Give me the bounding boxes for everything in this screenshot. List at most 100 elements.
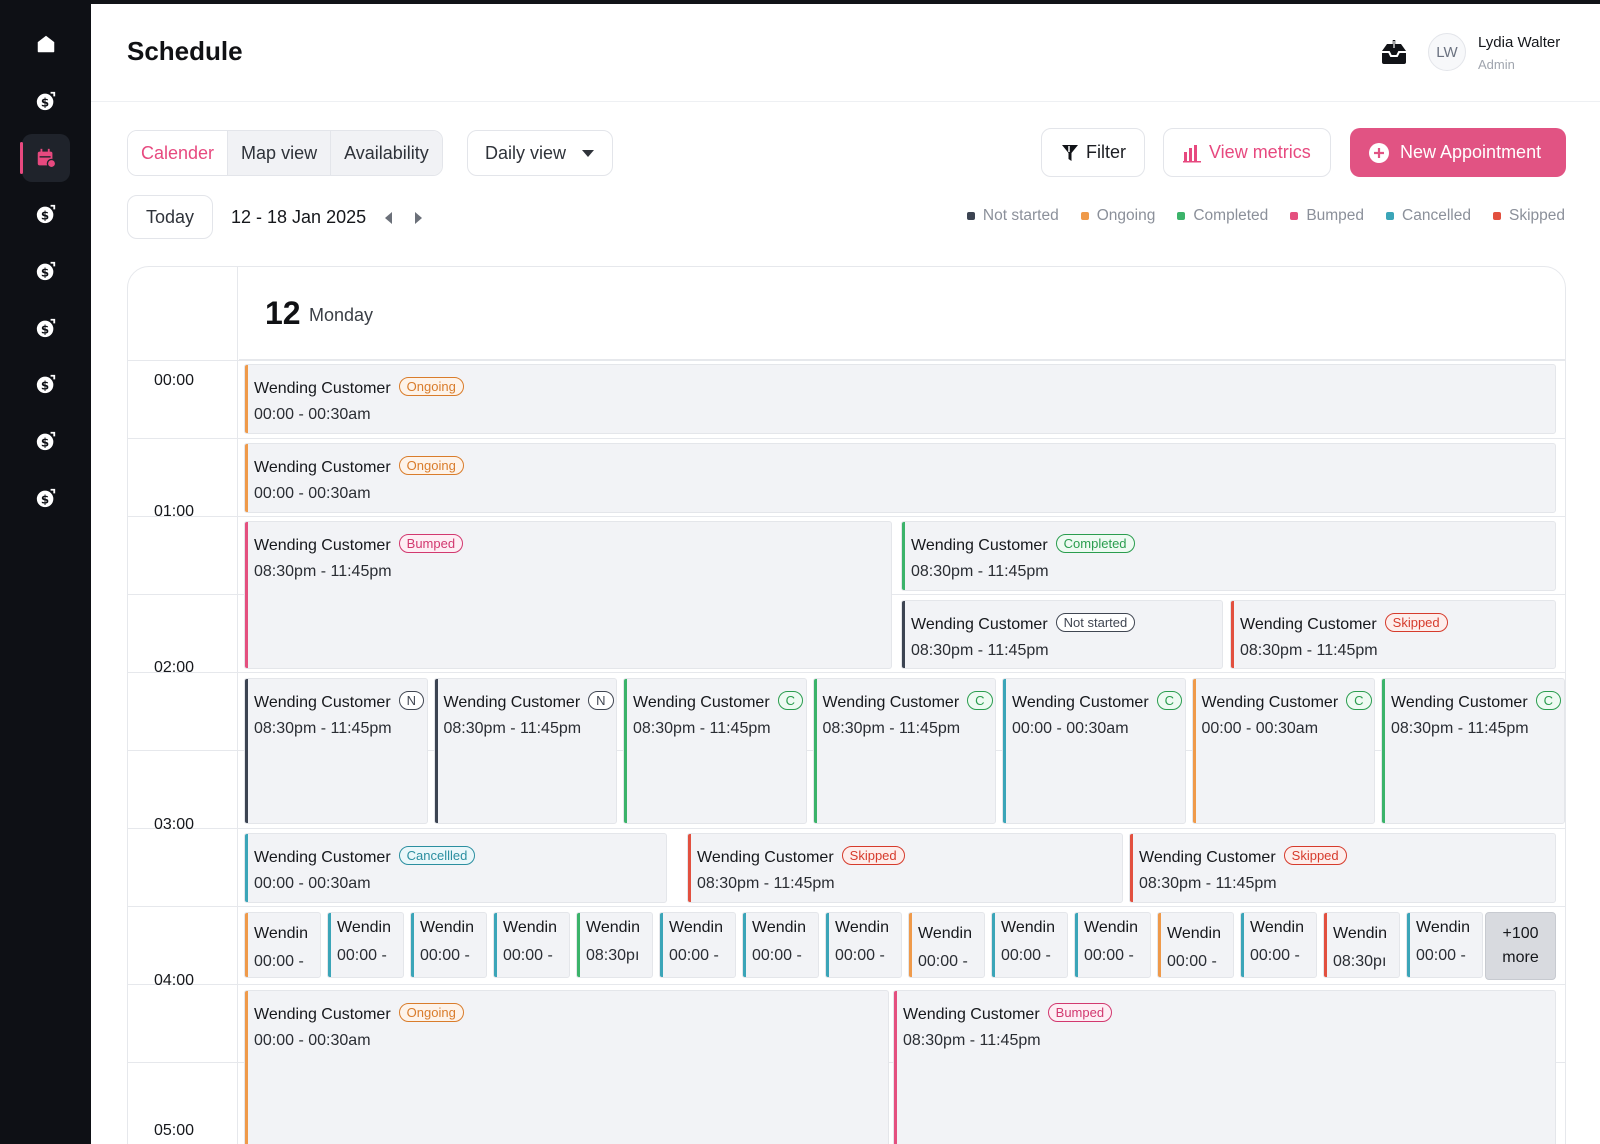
appointment-title: Wendin (918, 925, 980, 943)
appointment-customer: Wending Customer (697, 849, 834, 866)
appointment-customer: Wendin (1250, 919, 1304, 936)
appointment-card[interactable]: Wending Customer Bumped 08:30pm - 11:45pm (244, 521, 892, 669)
appointment-card[interactable]: Wending Customer Skipped 08:30pm - 11:45pm (1230, 600, 1556, 669)
appointment-card[interactable]: Wendin 00:00 - (825, 912, 902, 978)
appointment-title: Wendin (1001, 919, 1063, 937)
chevron-right-icon[interactable] (410, 210, 426, 226)
status-bar (902, 601, 905, 668)
appointment-time: 00:00 - (752, 947, 802, 964)
time-label: 00:00 (154, 372, 195, 389)
appointment-title: Wending Customer Ongoing (254, 377, 464, 398)
appointment-card[interactable]: Wending Customer C 00:00 - 00:30am (1002, 678, 1186, 824)
filter-button[interactable]: Filter (1041, 128, 1145, 177)
legend-dot-icon (1386, 212, 1395, 220)
status-badge: Skipped (1283, 846, 1347, 865)
status-legend: Not started Ongoing Completed Bumped Cancell… (966, 207, 1565, 225)
sidebar-item-billing-3[interactable]: $ (22, 247, 70, 295)
appointment-card[interactable]: Wending Customer C 08:30pm - 11:45pm (812, 678, 996, 824)
appointment-customer: Wending Customer (633, 694, 770, 711)
status-bar (1003, 679, 1006, 823)
time-label: 01:00 (154, 503, 195, 520)
inbox-icon[interactable] (1379, 38, 1409, 68)
status-badge: C (1346, 691, 1372, 710)
appointment-card[interactable]: Wending Customer Completed 08:30pm - 11:45… (901, 521, 1556, 591)
sidebar-item-schedule[interactable] (20, 134, 70, 182)
appointment-title: Wending Customer Skipped (697, 846, 905, 867)
appointment-time: 08:30pm - 11:45pm (903, 1032, 1041, 1049)
more-label: more (1502, 949, 1539, 966)
appointment-card[interactable]: Wendin 00:00 - (742, 912, 819, 978)
appointment-time: 00:00 - 00:30am (254, 406, 371, 423)
appointment-card[interactable]: Wending Customer C 00:00 - 00:30am (1191, 678, 1375, 824)
daily-view-dropdown[interactable]: Daily view (467, 130, 613, 176)
status-badge: Skipped (1384, 613, 1448, 632)
legend-item: Bumped (1290, 207, 1364, 225)
tab-calendar[interactable]: Calender (128, 131, 228, 175)
view-metrics-button[interactable]: View metrics (1163, 128, 1331, 177)
sidebar-item-billing-2[interactable]: $ (22, 190, 70, 238)
appointment-card[interactable]: Wendin 00:00 - (244, 912, 321, 978)
sidebar-item-billing-6[interactable]: $ (22, 417, 70, 465)
appointment-card[interactable]: Wending Customer Ongoing 00:00 - 00:30am (244, 364, 1556, 434)
sidebar-item-billing-1[interactable]: $ (22, 77, 70, 125)
appointment-card[interactable]: Wendin 08:30pı (576, 912, 653, 978)
tab-map-view[interactable]: Map view (227, 131, 331, 175)
user-role: Admin (1478, 57, 1515, 72)
status-bar (624, 679, 627, 823)
new-appointment-button[interactable]: New Appointment (1350, 128, 1566, 177)
sidebar-item-home[interactable] (22, 20, 70, 68)
appointment-card[interactable]: Wending Customer Bumped 08:30pm - 11:45pm (893, 990, 1556, 1144)
calendar-grid: 12 Monday 00:00 01:00 02:00 03:00 04:00 05:00… (127, 266, 1566, 1144)
appointment-time: 08:30pm - 11:45pm (1240, 642, 1378, 659)
appointment-card[interactable]: Wendin 00:00 - (410, 912, 487, 978)
status-badge: N (588, 691, 614, 710)
tab-availability[interactable]: Availability (330, 131, 442, 175)
appointment-card[interactable]: Wending Customer Not started 08:30pm - 11:… (901, 600, 1223, 669)
legend-item: Not started (966, 207, 1059, 225)
chevron-left-icon[interactable] (381, 210, 397, 226)
status-bar (245, 444, 248, 512)
appointment-card[interactable]: Wending Customer Skipped 08:30pm - 11:45pm (687, 833, 1123, 903)
time-label: 04:00 (154, 972, 195, 989)
appointment-title: Wending Customer Bumped (903, 1003, 1113, 1024)
appointment-customer: Wending Customer (254, 1006, 391, 1023)
appointment-card[interactable]: Wendin 00:00 - (1157, 912, 1234, 978)
appointment-card[interactable]: Wending Customer C 08:30pm - 11:45pm (1381, 678, 1565, 824)
status-bar (494, 913, 497, 977)
appointment-card[interactable]: Wending Customer Skipped 08:30pm - 11:45pm (1129, 833, 1556, 903)
today-button[interactable]: Today (127, 195, 213, 239)
sidebar-item-billing-4[interactable]: $ (22, 304, 70, 352)
appointment-card[interactable]: Wendin 00:00 - (1074, 912, 1151, 978)
appointment-card[interactable]: Wending Customer Cancellled 00:00 - 00:30a… (244, 833, 667, 903)
status-bar (688, 834, 691, 902)
legend-item: Skipped (1492, 207, 1565, 225)
appointment-time: 00:00 - (420, 947, 470, 964)
appointment-card[interactable]: Wendin 00:00 - (659, 912, 736, 978)
top-edge (0, 0, 1600, 4)
appointment-card[interactable]: Wendin 00:00 - (991, 912, 1068, 978)
appointment-card[interactable]: Wendin 00:00 - (1406, 912, 1483, 978)
legend-label: Skipped (1508, 207, 1565, 224)
appointment-card[interactable]: Wending Customer N 08:30pm - 11:45pm (433, 678, 617, 824)
status-bar (245, 834, 248, 902)
avatar[interactable]: LW (1428, 33, 1466, 71)
appointment-card[interactable]: Wending Customer Ongoing 00:00 - 00:30am (244, 443, 1556, 513)
filter-label: Filter (1086, 142, 1126, 162)
legend-item: Cancelled (1386, 207, 1471, 225)
appointment-time: 00:00 - (835, 947, 885, 964)
appointment-card[interactable]: Wending Customer Ongoing 00:00 - 00:30am (244, 990, 889, 1144)
appointment-card[interactable]: Wendin 00:00 - (327, 912, 404, 978)
appointment-card[interactable]: Wendin 00:00 - (1240, 912, 1317, 978)
more-appointments-button[interactable]: +100 more (1485, 912, 1556, 980)
appointment-card[interactable]: Wending Customer C 08:30pm - 11:45pm (623, 678, 807, 824)
appointment-card[interactable]: Wendin 00:00 - (908, 912, 985, 978)
status-bar (1158, 913, 1161, 977)
sidebar-item-billing-7[interactable]: $ (22, 474, 70, 522)
appointment-card[interactable]: Wendin 00:00 - (493, 912, 570, 978)
appointment-title: Wending Customer Skipped (1240, 613, 1448, 634)
home-icon (37, 35, 55, 53)
sidebar-item-billing-5[interactable]: $ (22, 360, 70, 408)
appointment-title: Wendin (1333, 925, 1395, 943)
appointment-card[interactable]: Wending Customer N 08:30pm - 11:45pm (244, 678, 428, 824)
appointment-card[interactable]: Wendin 08:30pı (1323, 912, 1400, 978)
